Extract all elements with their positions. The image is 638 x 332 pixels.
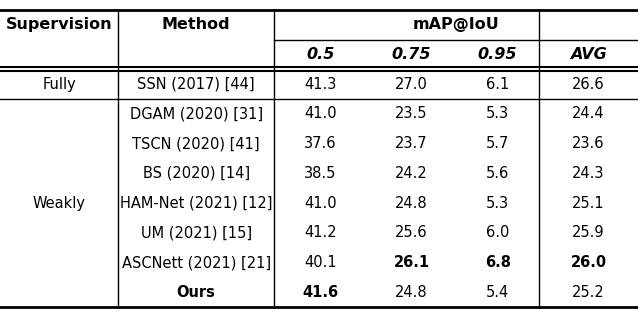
Text: 25.9: 25.9 — [572, 225, 605, 240]
Text: 24.4: 24.4 — [572, 107, 605, 122]
Text: 6.1: 6.1 — [486, 77, 509, 92]
Text: 40.1: 40.1 — [304, 255, 337, 270]
Text: ASCNett (2021) [21]: ASCNett (2021) [21] — [122, 255, 271, 270]
Text: 26.1: 26.1 — [394, 255, 429, 270]
Text: Fully: Fully — [42, 77, 76, 92]
Text: 0.95: 0.95 — [478, 47, 517, 62]
Text: 24.8: 24.8 — [395, 196, 428, 210]
Text: 26.0: 26.0 — [570, 255, 607, 270]
Text: 6.0: 6.0 — [486, 225, 509, 240]
Text: 0.75: 0.75 — [392, 47, 431, 62]
Text: Weakly: Weakly — [33, 196, 85, 210]
Text: 5.6: 5.6 — [486, 166, 509, 181]
Text: SSN (2017) [44]: SSN (2017) [44] — [137, 77, 255, 92]
Text: AVG: AVG — [570, 47, 607, 62]
Text: 0.5: 0.5 — [306, 47, 335, 62]
Text: 25.2: 25.2 — [572, 285, 605, 300]
Text: 5.3: 5.3 — [486, 107, 509, 122]
Text: 37.6: 37.6 — [304, 136, 337, 151]
Text: BS (2020) [14]: BS (2020) [14] — [143, 166, 249, 181]
Text: 5.4: 5.4 — [486, 285, 509, 300]
Text: 41.2: 41.2 — [304, 225, 337, 240]
Text: 25.6: 25.6 — [395, 225, 428, 240]
Text: Ours: Ours — [177, 285, 216, 300]
Text: 6.8: 6.8 — [485, 255, 510, 270]
Text: 41.0: 41.0 — [304, 196, 337, 210]
Text: UM (2021) [15]: UM (2021) [15] — [140, 225, 252, 240]
Text: 41.6: 41.6 — [302, 285, 339, 300]
Text: TSCN (2020) [41]: TSCN (2020) [41] — [132, 136, 260, 151]
Text: 41.3: 41.3 — [304, 77, 337, 92]
Text: DGAM (2020) [31]: DGAM (2020) [31] — [130, 107, 263, 122]
Text: 41.0: 41.0 — [304, 107, 337, 122]
Text: mAP@IoU: mAP@IoU — [413, 17, 500, 32]
Text: 25.1: 25.1 — [572, 196, 605, 210]
Text: 24.8: 24.8 — [395, 285, 428, 300]
Text: 23.6: 23.6 — [572, 136, 605, 151]
Text: 23.7: 23.7 — [395, 136, 428, 151]
Text: 24.3: 24.3 — [572, 166, 605, 181]
Text: 26.6: 26.6 — [572, 77, 605, 92]
Text: 23.5: 23.5 — [396, 107, 427, 122]
Text: Supervision: Supervision — [6, 17, 112, 32]
Text: 5.3: 5.3 — [486, 196, 509, 210]
Text: 5.7: 5.7 — [486, 136, 509, 151]
Text: 24.2: 24.2 — [395, 166, 428, 181]
Text: Method: Method — [162, 17, 230, 32]
Text: 27.0: 27.0 — [395, 77, 428, 92]
Text: 38.5: 38.5 — [304, 166, 337, 181]
Text: HAM-Net (2021) [12]: HAM-Net (2021) [12] — [120, 196, 272, 210]
